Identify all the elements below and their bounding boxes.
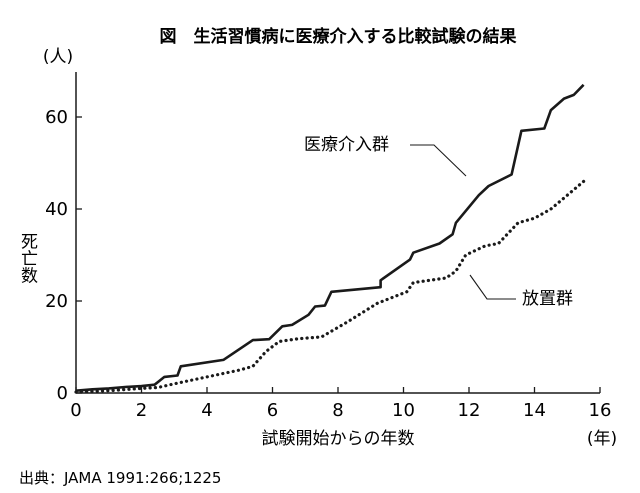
x-axis-label: 試験開始からの年数	[262, 429, 415, 449]
ticks: 0 2 4 6 8 10 12 14 16 0 20 40 60	[45, 107, 611, 421]
x-axis-unit: (年)	[587, 429, 617, 449]
series-line-2	[74, 179, 586, 394]
y-axis-label: 死亡数	[17, 233, 38, 284]
x-tick-label: 8	[332, 400, 343, 421]
chart-title: 図 生活習慣病に医療介入する比較試験の結果	[160, 26, 517, 47]
x-tick-label: 12	[458, 400, 481, 421]
x-tick-label: 10	[392, 400, 415, 421]
x-tick-label: 16	[589, 400, 612, 421]
series-label: 放置群	[522, 289, 573, 309]
y-tick-label: 20	[45, 291, 68, 312]
series-label-leader	[469, 274, 516, 300]
x-tick-label: 6	[267, 400, 278, 421]
x-tick-label: 0	[70, 400, 81, 421]
series-label: 医療介入群	[304, 135, 389, 155]
source-note: 出典：JAMA 1991:266;1225	[19, 469, 221, 487]
x-tick-label: 14	[523, 400, 546, 421]
series-label-leader	[410, 144, 467, 177]
y-tick-label: 60	[45, 107, 68, 128]
series-group	[74, 83, 586, 394]
y-tick-label: 40	[45, 199, 68, 220]
x-tick-label: 4	[201, 400, 212, 421]
y-axis-unit: (人)	[43, 47, 73, 67]
series-line-1	[75, 83, 585, 392]
x-tick-label: 2	[136, 400, 147, 421]
y-tick-label: 0	[57, 383, 68, 404]
